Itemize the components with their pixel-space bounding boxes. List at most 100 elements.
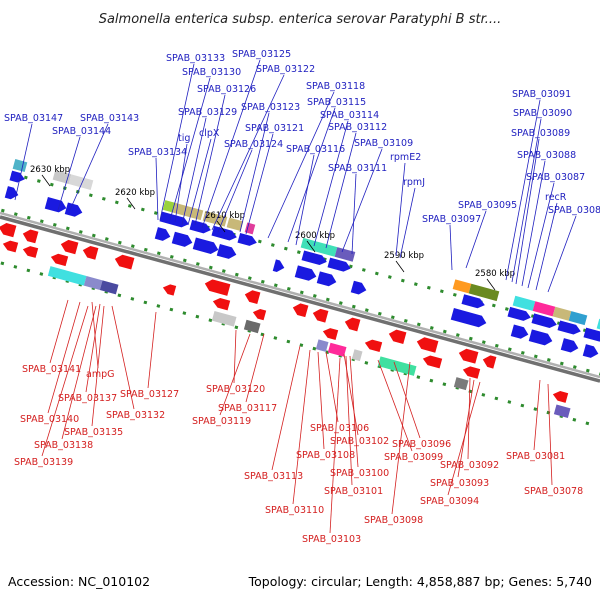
guide-dash <box>182 311 187 315</box>
forward-gene-arrow <box>450 308 487 328</box>
forward-gene-label: tig <box>178 133 190 144</box>
forward-gene-arrow <box>528 329 553 346</box>
guide-dash <box>286 286 291 291</box>
guide-dash <box>416 375 421 379</box>
forward-gene-leader <box>521 160 546 287</box>
forward-gene-arrow <box>216 244 237 259</box>
genome-summary-text: Topology: circular; Length: 4,858,887 bp… <box>248 574 592 589</box>
genome-track <box>0 159 600 426</box>
reverse-gene-leader <box>49 299 69 364</box>
reverse-gene-leader <box>457 379 475 478</box>
reverse-gene-leader <box>467 377 471 460</box>
reverse-gene-label: SPAB_03141 <box>22 364 81 375</box>
reverse-gene-label: SPAB_03078 <box>524 486 583 497</box>
forward-gene-leader <box>245 133 274 235</box>
reverse-gene-arrow <box>22 229 39 244</box>
kbp-tick-label: 2600 kbp <box>295 231 335 241</box>
forward-gene-label: SPAB_03085 <box>548 205 600 216</box>
guide-dash <box>39 272 44 276</box>
guide-dash <box>182 258 187 263</box>
reverse-gene-arrow <box>344 317 361 332</box>
forward-gene-arrow <box>350 280 367 295</box>
forward-gene-label: SPAB_03123 <box>241 102 300 113</box>
forward-gene-label: SPAB_03122 <box>256 64 315 75</box>
guide-dash <box>36 179 41 183</box>
reverse-gene-arrow <box>22 246 39 258</box>
guide-dash <box>13 265 18 269</box>
forward-gene-leader <box>211 74 285 231</box>
forward-gene-label: SPAB_03134 <box>128 147 187 158</box>
reverse-gene-arrow <box>82 245 99 260</box>
guide-dash <box>520 350 525 355</box>
reverse-gene-leader <box>447 381 481 496</box>
reverse-gene-label: SPAB_03108 <box>296 450 355 461</box>
forward-gene-label: SPAB_03097 <box>422 214 481 225</box>
reverse-gene-arrow <box>388 329 407 344</box>
reverse-gene-arrow <box>292 303 309 318</box>
forward-gene-label: SPAB_03143 <box>80 113 139 124</box>
guide-dash <box>221 269 226 273</box>
reverse-gene-arrow <box>322 328 339 340</box>
kbp-tick-mark <box>395 260 405 273</box>
accession-text: Accession: NC_010102 <box>8 574 150 589</box>
forward-gene-label: SPAB_03090 <box>513 108 572 119</box>
reverse-gene-leader <box>317 351 325 450</box>
guide-dash <box>153 211 158 215</box>
forward-gene-leader <box>351 173 357 255</box>
guide-dash <box>195 262 200 266</box>
guide-dash <box>0 208 5 213</box>
reverse-gene-label: SPAB_03102 <box>330 436 389 447</box>
guide-dash <box>260 279 265 284</box>
reverse-gene-arrow <box>60 239 79 255</box>
guide-dash <box>88 193 93 198</box>
reverse-gene-label: SPAB_03099 <box>384 452 443 463</box>
forward-gene-leader <box>465 210 487 269</box>
guide-dash <box>504 307 509 311</box>
forward-gene-label: recR <box>545 192 567 203</box>
forward-gene-label: SPAB_03126 <box>197 84 256 95</box>
guide-dash <box>377 311 382 316</box>
guide-dash <box>52 222 57 227</box>
forward-gene-arrow <box>510 324 529 339</box>
kbp-tick-mark <box>41 174 51 187</box>
forward-gene-arrow <box>557 320 581 335</box>
forward-gene-label: SPAB_03088 <box>517 150 576 161</box>
map-title: Salmonella enterica subsp. enterica sero… <box>99 12 502 27</box>
kbp-tick-mark <box>306 240 316 253</box>
guide-dash <box>442 382 447 387</box>
kbp-tick-label: 2580 kbp <box>475 269 515 279</box>
reverse-gene-label: SPAB_03110 <box>265 505 324 516</box>
kbp-tick-mark <box>126 197 136 210</box>
forward-gene-leader <box>159 63 195 221</box>
reverse-gene-label: ampG <box>86 369 114 380</box>
forward-gene-label: SPAB_03116 <box>286 144 345 155</box>
reverse-gene-leader <box>61 305 97 440</box>
forward-gene-label: SPAB_03130 <box>182 67 241 78</box>
forward-gene-leader <box>341 148 383 253</box>
feature-block <box>172 202 204 221</box>
forward-gene-arrow <box>189 219 211 234</box>
forward-gene-leader <box>313 120 349 247</box>
feature-block <box>300 237 338 257</box>
guide-dash <box>143 300 148 305</box>
forward-gene-leader <box>217 149 253 233</box>
reverse-gene-label: SPAB_03093 <box>430 478 489 489</box>
forward-gene-leader <box>505 99 541 281</box>
forward-gene-leader <box>527 182 555 289</box>
reverse-gene-arrow <box>552 391 569 403</box>
reverse-gene-arrow <box>416 337 439 353</box>
reverse-gene-leader <box>345 355 353 486</box>
guide-dash <box>91 233 96 238</box>
reverse-gene-arrow <box>162 284 177 296</box>
reverse-gene-arrow <box>482 355 497 369</box>
forward-gene-leader <box>295 154 315 246</box>
feature-block <box>532 301 556 317</box>
forward-gene-arrow <box>294 265 317 281</box>
forward-gene-arrow <box>272 259 285 273</box>
forward-gene-arrow <box>237 232 257 246</box>
reverse-gene-leader <box>85 303 101 393</box>
guide-dash <box>338 301 343 305</box>
forward-gene-arrow <box>582 344 599 358</box>
guide-dash <box>13 212 18 216</box>
